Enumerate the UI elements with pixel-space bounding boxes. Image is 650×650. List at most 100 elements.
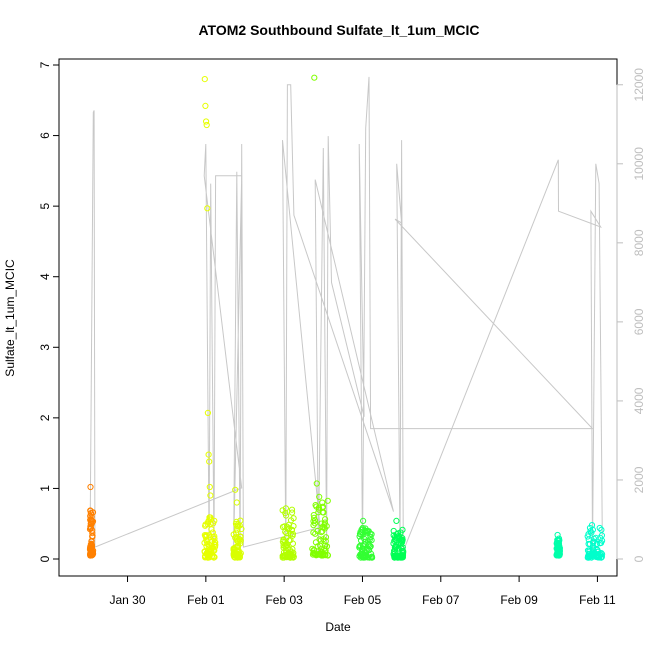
data-point — [204, 553, 211, 560]
y-axis-right: 0 2000 4000 6000 8000 10000 12000 — [616, 68, 646, 562]
data-point — [209, 529, 216, 536]
data-point — [322, 542, 329, 549]
data-point — [204, 549, 212, 557]
data-point — [286, 546, 293, 553]
data-point — [288, 506, 296, 513]
data-point — [319, 503, 326, 510]
data-point — [286, 553, 293, 560]
secondary-series — [89, 76, 603, 552]
data-point — [324, 497, 331, 504]
data-point — [210, 534, 217, 541]
data-point-outlier — [205, 451, 212, 458]
data-point-outlier — [204, 409, 211, 416]
data-point — [554, 549, 561, 556]
plot-frame — [58, 58, 618, 577]
data-point — [399, 552, 407, 559]
data-point — [320, 536, 327, 543]
data-point — [289, 540, 296, 547]
chart-title: ATOM2 Southbound Sulfate_lt_1um_MCIC — [198, 22, 479, 38]
data-point — [237, 537, 244, 544]
data-point — [592, 534, 599, 542]
data-point — [87, 507, 94, 514]
data-point — [283, 530, 290, 537]
y2-tick-label: 10000 — [632, 147, 646, 181]
data-point — [356, 544, 363, 551]
data-point-outlier — [360, 517, 367, 525]
data-point — [311, 547, 318, 554]
data-point — [289, 509, 296, 516]
data-point — [597, 534, 604, 541]
data-point-outlier — [87, 483, 94, 491]
y2-tick-label: 6000 — [632, 308, 646, 335]
data-point — [596, 524, 603, 532]
data-point — [282, 505, 289, 512]
data-point-outlier — [202, 102, 209, 110]
data-point — [396, 539, 403, 546]
data-point — [212, 539, 219, 546]
data-point — [87, 548, 94, 555]
data-point — [585, 550, 593, 558]
data-point — [367, 530, 374, 537]
data-point — [202, 533, 209, 541]
data-point — [280, 536, 287, 543]
data-point-outlier — [232, 486, 239, 493]
data-point — [596, 554, 603, 561]
x-tick-label: Feb 03 — [265, 593, 303, 607]
data-point — [310, 518, 317, 525]
data-point — [88, 551, 95, 559]
data-point — [313, 503, 320, 510]
data-point — [321, 519, 328, 526]
data-point — [211, 517, 218, 524]
data-point — [204, 520, 211, 528]
data-point — [280, 553, 287, 560]
data-point-outlier — [207, 492, 214, 499]
data-point — [234, 543, 241, 550]
y-tick-label: 4 — [38, 273, 52, 280]
data-point — [586, 547, 593, 554]
data-point — [554, 542, 561, 549]
data-point — [288, 526, 296, 534]
x-tick-label: Feb 01 — [187, 593, 225, 607]
data-point — [319, 499, 326, 506]
data-point — [360, 554, 367, 561]
y-tick-label: 3 — [38, 344, 52, 351]
data-point — [89, 517, 96, 524]
data-point — [290, 515, 297, 522]
data-point — [364, 554, 371, 561]
data-point-outlier — [588, 522, 596, 529]
y-tick-label: 0 — [38, 555, 52, 562]
data-point — [398, 545, 405, 552]
data-point — [290, 553, 297, 561]
data-point — [210, 547, 217, 554]
data-point-outlier — [554, 531, 561, 539]
data-point — [88, 520, 95, 527]
data-point-outlier — [203, 118, 210, 125]
data-point — [321, 521, 328, 529]
data-point — [236, 550, 243, 557]
x-tick-label: Feb 05 — [344, 593, 382, 607]
data-point — [584, 533, 591, 540]
data-point — [86, 526, 94, 533]
data-point — [358, 526, 365, 533]
data-point — [359, 549, 366, 556]
x-tick-label: Feb 07 — [422, 593, 460, 607]
x-tick-label: Feb 11 — [579, 593, 616, 607]
x-tick-label: Jan 30 — [110, 593, 146, 607]
data-point — [309, 545, 316, 552]
y-tick-label: 7 — [38, 61, 52, 68]
secondary-series-line — [89, 76, 603, 552]
data-point — [234, 536, 241, 543]
data-point — [369, 554, 376, 561]
data-point — [554, 539, 561, 546]
data-point — [596, 550, 603, 557]
data-point — [589, 546, 596, 553]
data-point-outlier — [87, 509, 95, 517]
data-point — [284, 542, 291, 549]
data-point-outlier — [206, 458, 213, 465]
data-point — [208, 526, 215, 533]
data-point — [283, 512, 290, 519]
data-point — [390, 532, 397, 539]
data-point — [393, 533, 401, 540]
data-point-outlier — [203, 121, 210, 129]
data-point-outlier — [88, 513, 95, 520]
